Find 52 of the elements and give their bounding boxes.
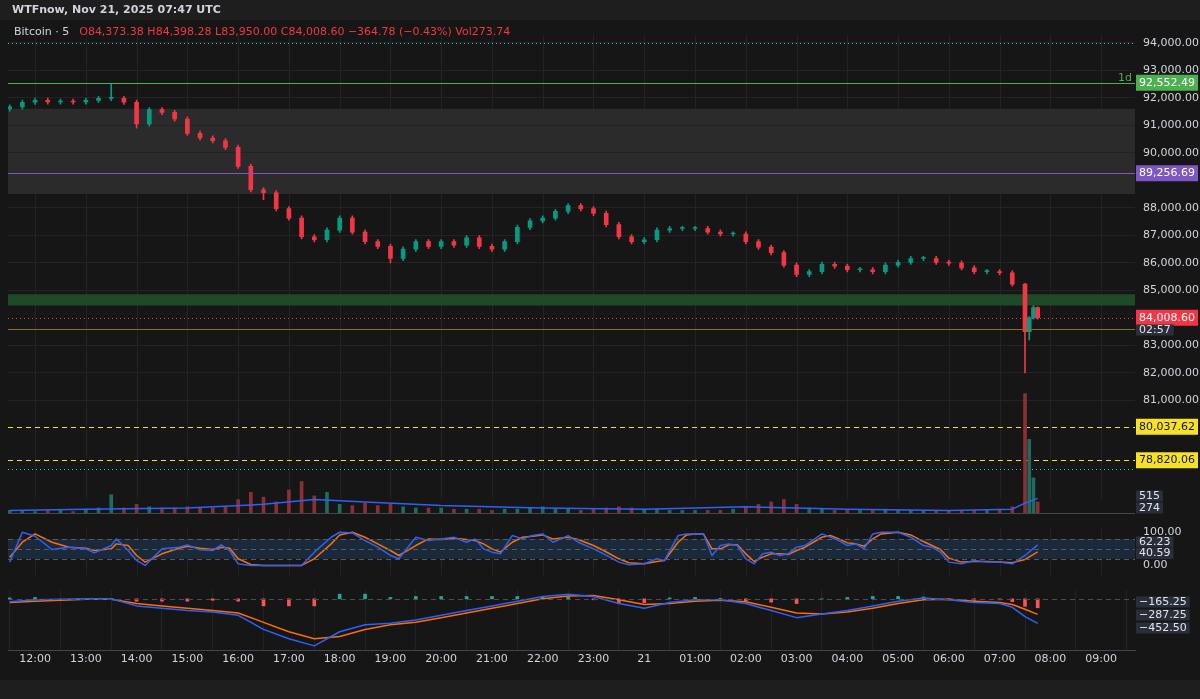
y-tick-label: 87,000.00 xyxy=(1143,228,1199,242)
text: 515 xyxy=(1139,488,1160,502)
ref-line-label: 78,820.06 xyxy=(1139,453,1195,467)
x-tick-label: 04:00 xyxy=(831,652,864,666)
y-tick-label: 94,000.00 xyxy=(1143,35,1199,49)
x-tick-label: 09:00 xyxy=(1085,652,1118,666)
x-tick-label: 19:00 xyxy=(374,652,407,666)
ref-line-label: 80,037.62 xyxy=(1139,419,1195,433)
ref-line-label: 84,008.60 xyxy=(1139,310,1195,324)
y-tick-label: 91,000.00 xyxy=(1143,118,1199,132)
text: −165.25 xyxy=(1139,594,1187,608)
x-tick-label: 13:00 xyxy=(69,652,102,666)
x-tick-label: 07:00 xyxy=(983,652,1016,666)
y-tick-label: 82,000.00 xyxy=(1143,365,1199,379)
text: 62.23 xyxy=(1139,534,1171,548)
x-tick-label: 18:00 xyxy=(323,652,356,666)
y-tick-label: 90,000.00 xyxy=(1143,145,1199,159)
text: 02:57 xyxy=(1139,322,1171,336)
x-tick-label: 01:00 xyxy=(679,652,711,666)
x-tick-label: 15:00 xyxy=(171,652,204,666)
y-tick-label: 86,000.00 xyxy=(1143,255,1199,269)
text: −287.25 xyxy=(1139,607,1187,621)
text: −452.50 xyxy=(1139,620,1187,634)
x-tick-label: 16:00 xyxy=(222,652,254,666)
chart-subtitle: O84,373.38 H84,398.28 L83,950.00 C84,008.60 −364.78 (−0.43%) Vol273.74 xyxy=(79,25,511,38)
x-tick-label: 08:00 xyxy=(1034,652,1067,666)
x-tick-label: 05:00 xyxy=(882,652,914,666)
y-tick-label: 93,000.00 xyxy=(1143,63,1199,77)
text: 274 xyxy=(1139,500,1160,514)
annotation: 1d xyxy=(1118,70,1132,84)
x-tick-label: 14:00 xyxy=(120,652,153,666)
y-tick-label: 83,000.00 xyxy=(1143,338,1199,352)
ref-line-label: 92,552.49 xyxy=(1139,75,1195,89)
x-tick-label: 03:00 xyxy=(780,652,813,666)
y-tick-label: 92,000.00 xyxy=(1143,90,1199,104)
y-tick-label: 88,000.00 xyxy=(1143,200,1199,214)
x-tick-label: 17:00 xyxy=(273,652,305,666)
y-tick-label: 0.00 xyxy=(1143,558,1168,572)
x-tick-label: 02:00 xyxy=(729,652,762,666)
chart-title: Bitcoin · 5 xyxy=(14,25,70,38)
y-tick-label: 85,000.00 xyxy=(1143,283,1199,297)
x-tick-label: 23:00 xyxy=(577,652,610,666)
text: WTFnow, Nov 21, 2025 07:47 UTC xyxy=(12,3,221,16)
x-tick-label: 06:00 xyxy=(933,652,965,666)
y-tick-label: 81,000.00 xyxy=(1143,393,1199,407)
x-tick-label: 12:00 xyxy=(19,652,51,666)
x-tick-label: 21 xyxy=(637,652,652,666)
text: 40.59 xyxy=(1139,546,1171,560)
x-tick-label: 21:00 xyxy=(476,652,508,666)
x-tick-label: 22:00 xyxy=(526,652,559,666)
ref-line-label: 89,256.69 xyxy=(1139,166,1195,180)
x-tick-label: 20:00 xyxy=(425,652,458,666)
